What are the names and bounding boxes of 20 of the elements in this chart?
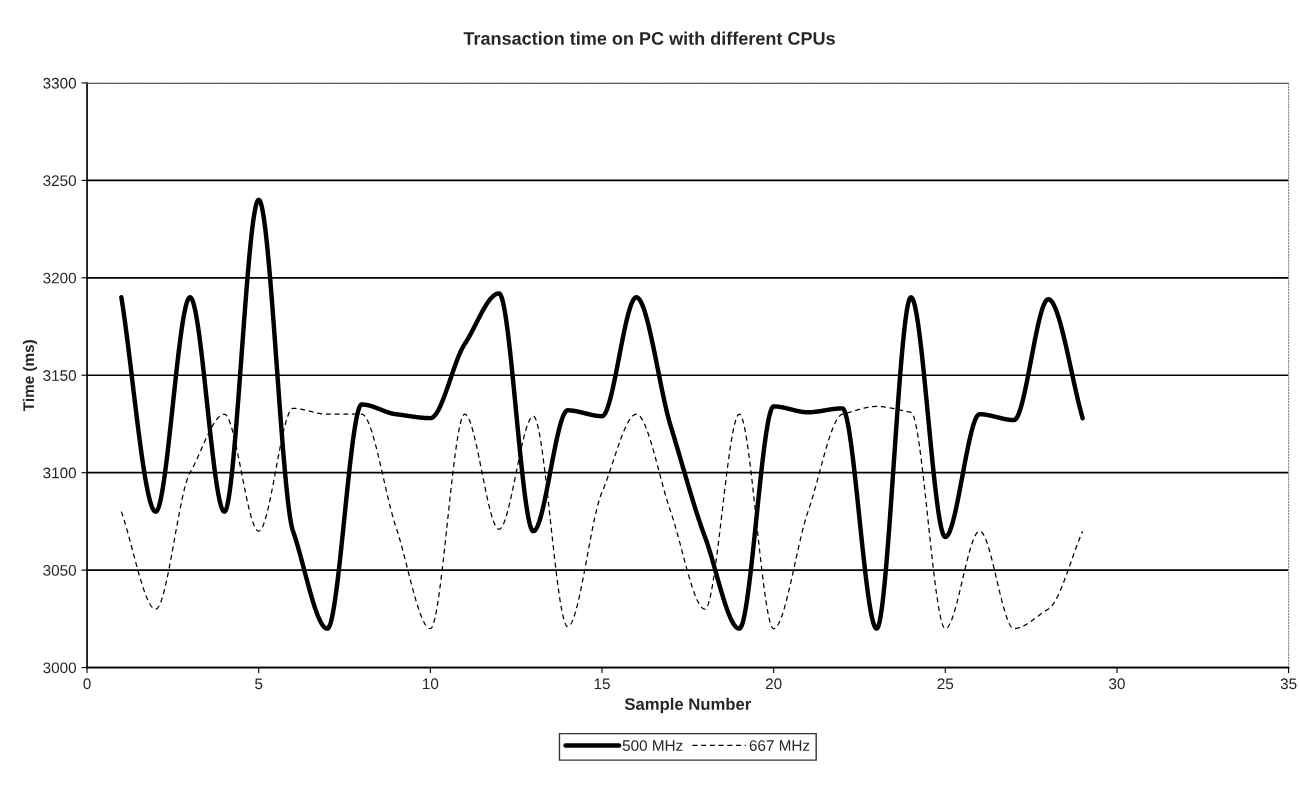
x-tick-label: 0 bbox=[83, 678, 91, 690]
y-tick-label: 3200 bbox=[43, 272, 77, 284]
y-tick-label: 3100 bbox=[43, 467, 77, 479]
x-tick-label: 30 bbox=[1109, 678, 1125, 690]
x-tick-label: 20 bbox=[765, 678, 782, 690]
x-tick-label: 35 bbox=[1280, 678, 1297, 690]
y-axis-title: Time (ms) bbox=[22, 340, 38, 412]
y-tick-label: 3150 bbox=[43, 370, 77, 381]
y-tick-label: 3050 bbox=[43, 564, 77, 576]
legend-label: 500 MHz bbox=[622, 740, 683, 751]
x-tick-label: 25 bbox=[937, 678, 954, 690]
y-tick-label: 3300 bbox=[43, 77, 77, 89]
x-tick-label: 15 bbox=[594, 678, 610, 690]
y-tick-label: 3000 bbox=[43, 662, 77, 674]
x-tick-label: 5 bbox=[255, 678, 263, 690]
x-tick-label: 10 bbox=[423, 678, 439, 690]
x-axis-title: Sample Number bbox=[624, 697, 752, 714]
legend-label: 667 MHz bbox=[749, 740, 810, 751]
y-tick-label: 3250 bbox=[43, 175, 77, 187]
chart-title: Transaction time on PC with different CPUs bbox=[463, 31, 835, 45]
